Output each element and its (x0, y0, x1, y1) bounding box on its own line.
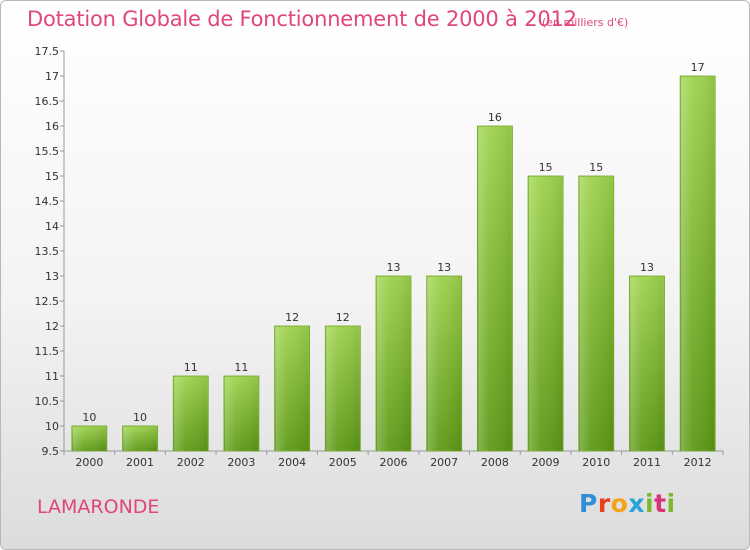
data-label-2008: 16 (488, 111, 502, 124)
bar-shine-2012 (681, 77, 715, 451)
x-tick-label: 2001 (126, 456, 154, 469)
chart-axes: 9.5 10 10.5 11 11.5 12 12.5 13 13.5 14 14.5 15 15.5 1… (35, 45, 724, 469)
logo-letter: o (610, 489, 629, 518)
bar-shine-2000 (72, 427, 106, 451)
logo-letter: x (628, 489, 645, 518)
data-label-2000: 10 (82, 411, 96, 424)
y-tick-label: 13 (45, 270, 59, 283)
bar-shine-2010 (579, 177, 613, 451)
y-tick-label: 12.5 (35, 295, 60, 308)
bar-shine-2008 (478, 127, 512, 451)
bar-shine-2002 (174, 377, 208, 451)
data-label-2001: 10 (133, 411, 147, 424)
x-tick-label: 2007 (430, 456, 458, 469)
y-tick-label: 14 (45, 220, 59, 233)
data-label-2002: 11 (184, 361, 198, 374)
x-tick-label: 2004 (278, 456, 306, 469)
bar-shine-2005 (326, 327, 360, 451)
data-label-2003: 11 (234, 361, 248, 374)
bar-shine-2001 (123, 427, 157, 451)
y-tick-label: 17 (45, 70, 59, 83)
bar-shine-2009 (529, 177, 563, 451)
x-tick-label: 2010 (582, 456, 610, 469)
y-tick-label: 9.5 (42, 445, 60, 458)
data-label-2006: 13 (387, 261, 401, 274)
x-tick-label: 2008 (481, 456, 509, 469)
data-label-2005: 12 (336, 311, 350, 324)
bar-shine-2011 (630, 277, 664, 451)
y-tick-label: 12 (45, 320, 59, 333)
y-tick-label: 16 (45, 120, 59, 133)
data-label-2009: 15 (539, 161, 553, 174)
y-tick-label: 16.5 (35, 95, 60, 108)
x-tick-label: 2009 (532, 456, 560, 469)
y-tick-label: 10.5 (35, 395, 60, 408)
logo-letter: t (654, 489, 667, 518)
y-tick-label: 17.5 (35, 45, 60, 58)
x-tick-label: 2006 (380, 456, 408, 469)
chart-bars: 10 10 11 11 12 12 13 13 16 15 15 13 17 (71, 61, 716, 452)
x-tick-label: 2005 (329, 456, 357, 469)
chart-title: Dotation Globale de Fonctionnement de 20… (27, 7, 577, 31)
x-tick-label: 2003 (227, 456, 255, 469)
y-tick-label: 10 (45, 420, 59, 433)
bar-shine-2006 (377, 277, 410, 451)
commune-name: LAMARONDE (37, 496, 160, 518)
x-tick-label: 2011 (633, 456, 661, 469)
proxiti-logo[interactable]: Proxiti (579, 489, 676, 518)
logo-letter: i (645, 489, 655, 518)
data-label-2007: 13 (437, 261, 451, 274)
x-tick-label: 2000 (75, 456, 103, 469)
y-tick-label: 11 (45, 370, 59, 383)
logo-letter: r (597, 489, 611, 518)
bar-shine-2007 (427, 277, 461, 451)
y-tick-label: 13.5 (35, 245, 60, 258)
data-label-2004: 12 (285, 311, 299, 324)
data-label-2012: 17 (691, 61, 705, 74)
data-label-2010: 15 (589, 161, 603, 174)
y-tick-label: 11.5 (35, 345, 60, 358)
logo-letter: i (666, 489, 676, 518)
bar-shine-2003 (224, 377, 258, 451)
data-label-2011: 13 (640, 261, 654, 274)
y-tick-label: 15 (45, 170, 59, 183)
x-tick-label: 2012 (684, 456, 712, 469)
bar-shine-2004 (275, 327, 309, 451)
x-tick-label: 2002 (177, 456, 205, 469)
y-tick-label: 14.5 (35, 195, 60, 208)
y-tick-label: 15.5 (35, 145, 60, 158)
logo-letter: P (579, 489, 598, 518)
chart-subtitle: (en milliers d'€) (542, 16, 629, 29)
